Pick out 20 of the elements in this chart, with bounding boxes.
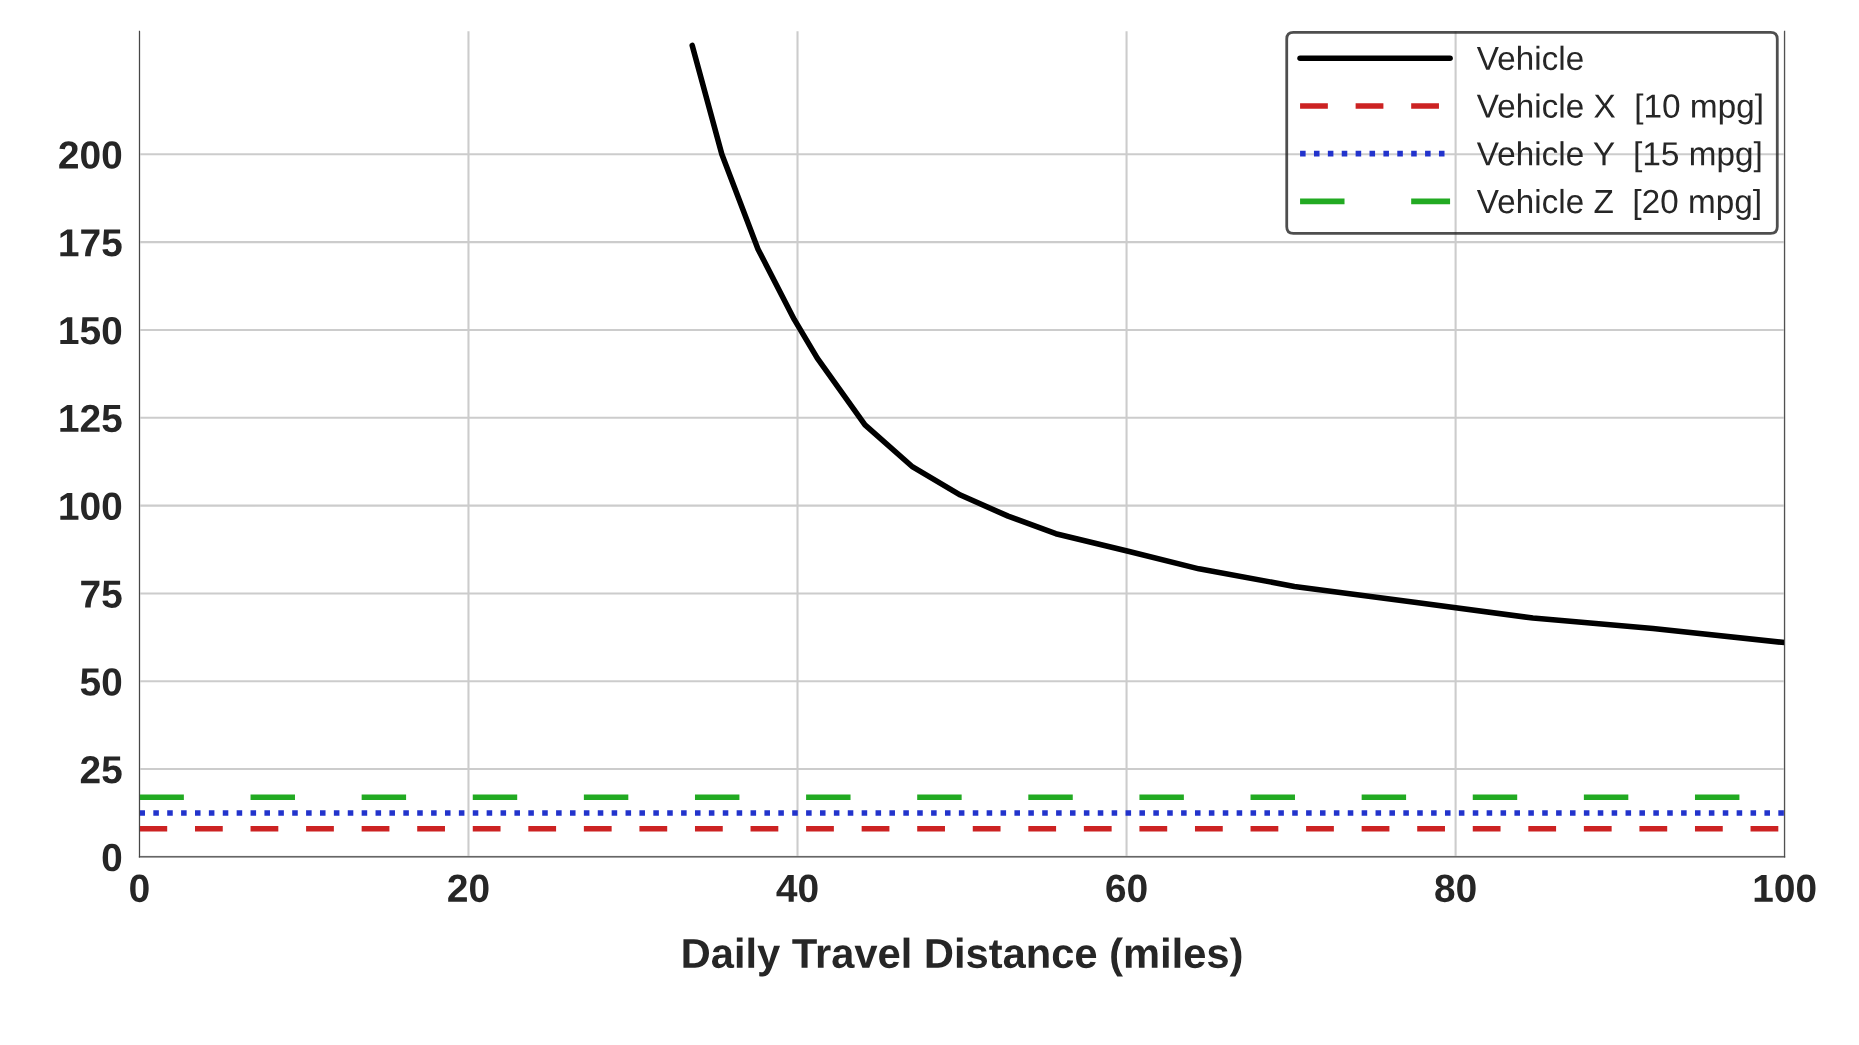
- x-tick-label: 100: [1754, 874, 1816, 903]
- legend-label: Vehicle Y [15 mpg]: [1476, 141, 1761, 173]
- x-tick-label: 60: [1106, 874, 1147, 903]
- y-tick-label: 175: [60, 229, 122, 257]
- y-tick-label: 0: [102, 843, 122, 872]
- y-tick-label: 100: [60, 492, 122, 521]
- y-tick-label: 200: [59, 141, 122, 169]
- legend-label: Vehicle Z [20 mpg]: [1476, 188, 1760, 220]
- y-tick-label: 25: [80, 756, 122, 784]
- legend-label: Vehicle: [1476, 45, 1583, 71]
- y-tick-label: 150: [60, 316, 122, 345]
- y-tick-label: 125: [60, 404, 122, 433]
- x-tick-label: 40: [776, 874, 818, 903]
- x-tick-label: 0: [130, 874, 149, 903]
- x-tick-label: 80: [1435, 874, 1476, 903]
- y-tick-label: 50: [80, 668, 122, 696]
- x-tick-label: 20: [448, 874, 489, 903]
- x-axis-title: Daily Travel Distance (miles): [683, 937, 1242, 977]
- y-tick-label: 75: [81, 580, 122, 608]
- legend-label: Vehicle X [10 mpg]: [1476, 93, 1762, 125]
